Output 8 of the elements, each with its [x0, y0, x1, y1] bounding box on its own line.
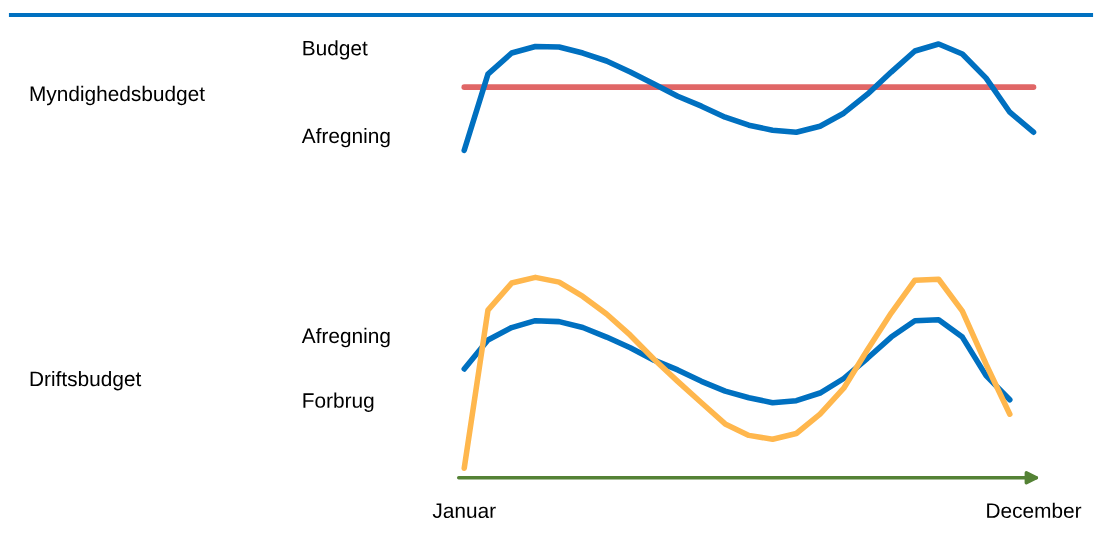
- x-tick-label: December: [987, 502, 1082, 519]
- text: Forbrug: [303, 392, 374, 412]
- text: Budget: [303, 40, 368, 60]
- text: Afregning: [301, 327, 390, 348]
- y-axis-title: Myndighedsbudget: [30, 85, 205, 106]
- x-tick-label: Januar: [432, 503, 496, 519]
- y-axis-title: Driftsbudget: [30, 370, 142, 391]
- text: Afregning: [301, 127, 390, 148]
